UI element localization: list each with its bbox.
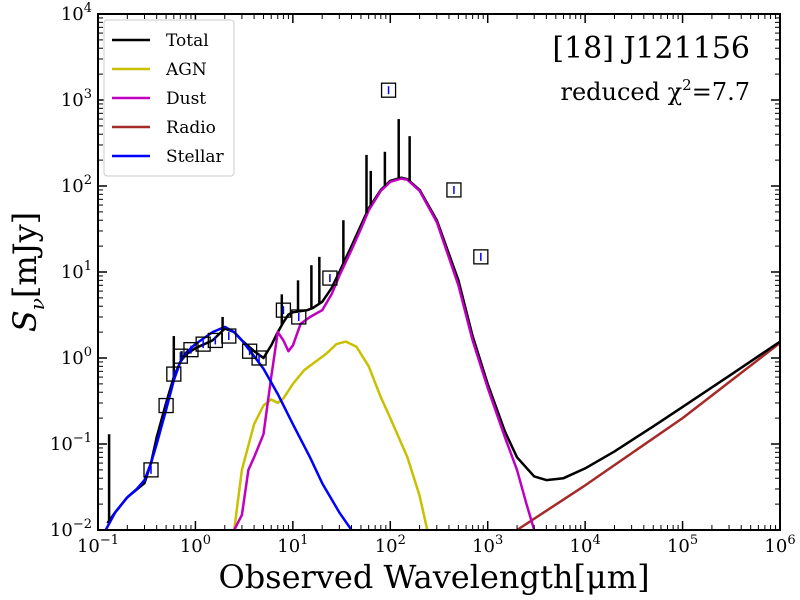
x-tick-label: 10−1 bbox=[77, 533, 119, 557]
y-tick-label: 103 bbox=[61, 87, 92, 111]
observation-marker bbox=[380, 82, 397, 98]
observation-marker bbox=[473, 249, 489, 265]
legend-label: Total bbox=[166, 31, 209, 51]
x-tick-label: 102 bbox=[375, 533, 406, 557]
legend-item-total: Total bbox=[112, 31, 209, 51]
series-layer bbox=[104, 119, 780, 530]
y-tick-label: 101 bbox=[61, 259, 92, 283]
observation-marker bbox=[275, 302, 292, 318]
series-line-radio bbox=[516, 341, 780, 530]
legend-label: Dust bbox=[166, 89, 206, 109]
observation-marker bbox=[322, 270, 338, 286]
chart-title: [18] J121156 bbox=[552, 31, 750, 66]
series-line-agn bbox=[232, 340, 429, 530]
series-line-total bbox=[106, 176, 780, 524]
y-tick-label: 100 bbox=[61, 345, 92, 369]
observation-marker bbox=[183, 342, 199, 358]
y-tick-label: 104 bbox=[61, 1, 92, 25]
legend: Total AGN Dust Radio Stellar bbox=[103, 19, 235, 177]
observation-marker bbox=[158, 397, 174, 414]
observation-marker bbox=[291, 309, 307, 325]
observation-marker bbox=[251, 350, 267, 366]
y-tick-label: 102 bbox=[61, 173, 92, 197]
x-tick-label: 103 bbox=[472, 533, 503, 557]
x-tick-label: 101 bbox=[277, 533, 308, 557]
y-tick-label: 10−1 bbox=[50, 431, 92, 455]
y-axis-label: Sν[mJy] bbox=[6, 212, 49, 332]
observation-marker bbox=[195, 336, 211, 352]
legend-label: Radio bbox=[166, 118, 216, 138]
observation-marker bbox=[166, 366, 182, 382]
series-line-stellar bbox=[104, 325, 353, 530]
observation-marker bbox=[446, 182, 462, 198]
chi-square-annotation: reduced χ2=7.7 bbox=[560, 76, 750, 106]
observations-layer bbox=[143, 82, 489, 478]
series-line-dust bbox=[233, 177, 536, 530]
legend-label: AGN bbox=[165, 60, 207, 80]
legend-item-radio: Radio bbox=[112, 118, 216, 138]
axis-ticks: 10−1 100 101 102 103 104 105 10610−210−11001011… bbox=[50, 1, 796, 557]
x-tick-label: 106 bbox=[764, 533, 795, 557]
legend-item-agn: AGN bbox=[112, 60, 207, 80]
observation-marker bbox=[143, 462, 159, 478]
x-tick-label: 104 bbox=[570, 533, 601, 557]
observation-marker bbox=[221, 328, 237, 344]
legend-box bbox=[103, 19, 235, 177]
legend-item-dust: Dust bbox=[112, 89, 206, 109]
legend-item-stellar: Stellar bbox=[112, 147, 225, 167]
x-tick-label: 105 bbox=[667, 533, 698, 557]
x-axis-label: Observed Wavelength[μm] bbox=[218, 558, 649, 596]
y-tick-label: 10−2 bbox=[50, 517, 92, 541]
legend-label: Stellar bbox=[166, 147, 225, 167]
x-tick-label: 100 bbox=[180, 533, 211, 557]
